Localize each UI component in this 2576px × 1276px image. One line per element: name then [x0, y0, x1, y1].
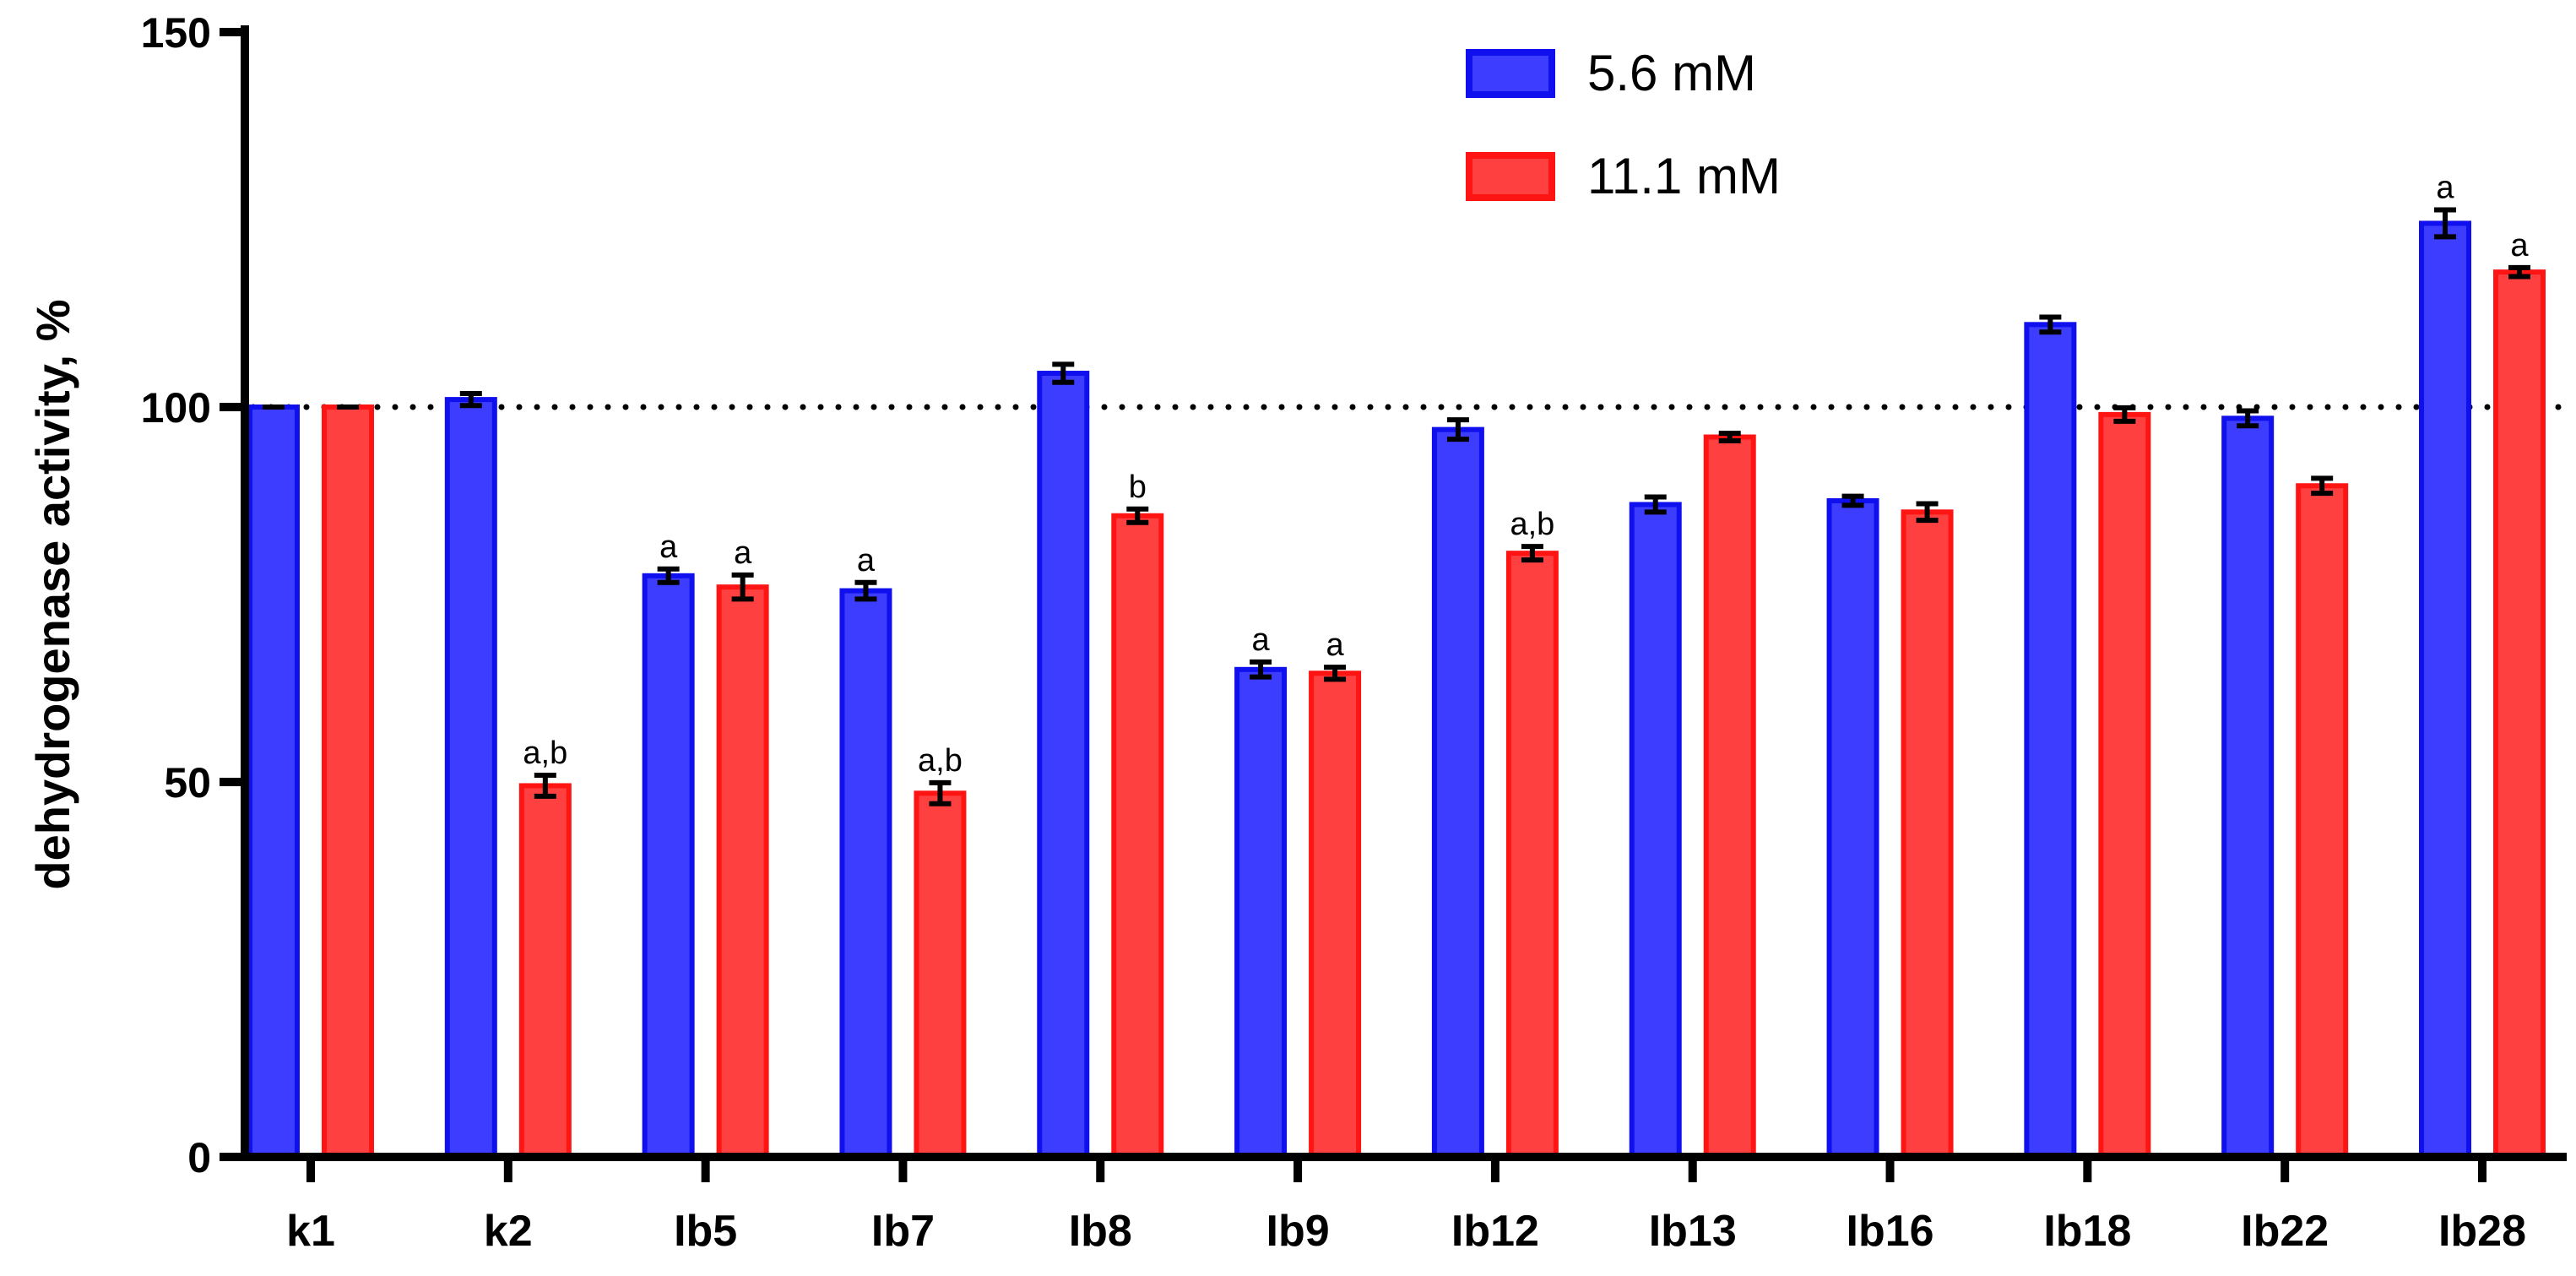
- y-tick-label: 150: [141, 9, 211, 57]
- x-tick-label: Ib8: [1069, 1207, 1132, 1256]
- y-tick-label: 0: [187, 1134, 211, 1181]
- bar-series2-k1: [322, 405, 374, 1159]
- x-tick-label: Ib7: [871, 1207, 935, 1256]
- bar-series2-ib7: [914, 790, 967, 1159]
- x-tick-label: Ib9: [1266, 1207, 1330, 1256]
- legend-label-series1: 5.6 mM: [1587, 45, 1756, 101]
- significance-label: a: [2436, 170, 2454, 205]
- y-tick-label: 50: [164, 759, 211, 806]
- x-tick-label: Ib18: [2043, 1207, 2131, 1256]
- legend-swatch-series2: [1466, 152, 1555, 201]
- x-tick-label: k2: [484, 1207, 533, 1256]
- significance-label: a: [1326, 627, 1345, 663]
- x-tick-label: Ib13: [1649, 1207, 1737, 1256]
- bar-series2-ib28: [2493, 269, 2546, 1159]
- legend-swatch-series1: [1466, 49, 1555, 98]
- bar-series2-ib5: [716, 584, 769, 1159]
- bar-series1-ib9: [1234, 666, 1288, 1159]
- x-tick-label: Ib5: [674, 1207, 737, 1256]
- bar-series1-k1: [247, 405, 300, 1159]
- significance-label: b: [1129, 470, 1147, 505]
- y-axis-title: dehydrogenase activity, %: [26, 299, 79, 889]
- bar-series2-ib22: [2296, 483, 2349, 1159]
- significance-label: a: [1252, 622, 1271, 658]
- x-tick-label: Ib12: [1451, 1207, 1539, 1256]
- significance-label: a,b: [918, 743, 963, 779]
- y-tick-label: 100: [141, 384, 211, 432]
- bar-series1-ib5: [642, 573, 695, 1159]
- significance-label: a: [734, 535, 752, 571]
- bar-series1-k2: [444, 397, 497, 1159]
- significance-label: a: [857, 543, 876, 578]
- bar-series1-ib7: [839, 588, 892, 1159]
- x-tick-label: Ib22: [2241, 1207, 2329, 1256]
- significance-label: a: [2510, 228, 2529, 263]
- bar-series2-ib18: [2098, 411, 2151, 1159]
- bar-series1-ib13: [1629, 502, 1682, 1159]
- bar-series2-ib12: [1505, 551, 1559, 1159]
- bar-series2-k2: [518, 783, 572, 1159]
- significance-label: a,b: [523, 736, 567, 771]
- significance-label: a,b: [1510, 507, 1554, 542]
- x-tick-label: Ib16: [1847, 1207, 1934, 1256]
- bar-series2-ib8: [1111, 513, 1164, 1159]
- bar-series1-ib12: [1431, 426, 1484, 1159]
- x-tick-label: Ib28: [2438, 1207, 2526, 1256]
- bar-series1-ib22: [2221, 415, 2275, 1159]
- bar-series2-ib9: [1309, 671, 1362, 1159]
- bar-series1-ib16: [1826, 498, 1879, 1159]
- bar-series1-ib8: [1037, 371, 1090, 1160]
- legend-label-series2: 11.1 mM: [1587, 148, 1781, 204]
- significance-label: a: [659, 529, 678, 565]
- bar-series1-ib28: [2419, 220, 2471, 1160]
- bar-series2-ib13: [1703, 434, 1756, 1159]
- x-tick-label: k1: [286, 1207, 335, 1256]
- bar-series1-ib18: [2024, 322, 2077, 1159]
- bar-series2-ib16: [1901, 509, 1954, 1159]
